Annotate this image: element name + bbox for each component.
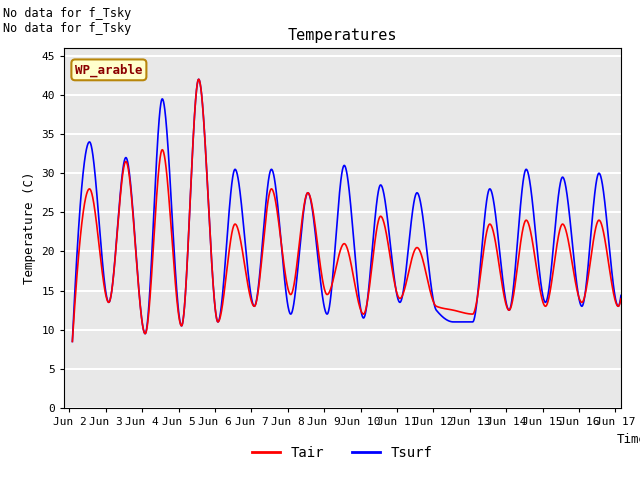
Text: No data for f_Tsky: No data for f_Tsky (3, 22, 131, 35)
X-axis label: Time: Time (617, 433, 640, 446)
Tair (581, 292, 589, 298)
Tsurf (436, 311, 444, 317)
Y-axis label: Temperature (C): Temperature (C) (23, 172, 36, 284)
Line: Tsurf: Tsurf (72, 79, 640, 341)
Tair (389, 273, 397, 279)
Legend: Tair, Tsurf: Tair, Tsurf (246, 441, 438, 466)
Tair (620, 279, 627, 285)
Tsurf (389, 267, 397, 273)
Title: Temperatures: Temperatures (287, 28, 397, 43)
Tsurf (195, 76, 202, 82)
Line: Tair: Tair (72, 79, 640, 341)
Tair (68, 338, 76, 344)
Tsurf (581, 292, 589, 298)
Tsurf (68, 338, 76, 344)
Tair (436, 305, 444, 311)
Tsurf (492, 212, 499, 218)
Tsurf (620, 267, 627, 273)
Tair (195, 76, 202, 82)
Tair (492, 240, 499, 245)
Text: WP_arable: WP_arable (75, 63, 143, 76)
Text: No data for f_Tsky: No data for f_Tsky (3, 7, 131, 20)
